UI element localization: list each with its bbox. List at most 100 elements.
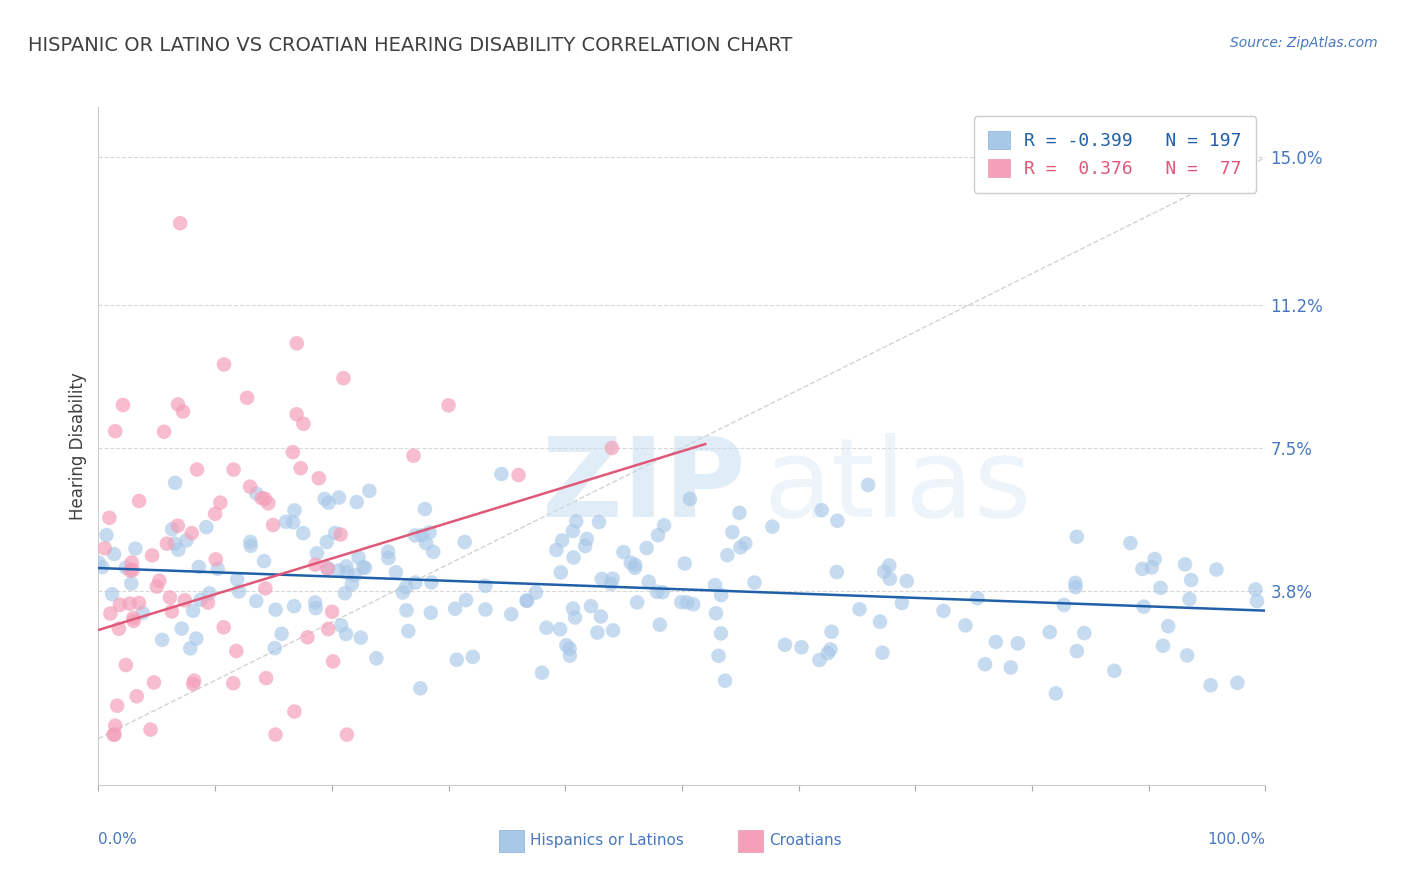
Point [198, 586, 221, 600]
Point [222, 676, 245, 690]
Point [932, 604, 955, 618]
Point [153, 425, 176, 439]
Point [104, 719, 127, 733]
Point [328, 564, 350, 578]
Point [402, 449, 425, 463]
Point [817, 646, 839, 660]
Point [591, 572, 613, 586]
Text: HISPANIC OR LATINO VS CROATIAN HEARING DISABILITY CORRELATION CHART: HISPANIC OR LATINO VS CROATIAN HEARING D… [28, 36, 793, 54]
Point [679, 491, 702, 506]
Point [624, 558, 647, 572]
Point [366, 651, 388, 665]
Point [228, 584, 250, 599]
Point [491, 467, 513, 481]
Point [173, 593, 195, 607]
Point [1064, 580, 1087, 594]
Point [422, 545, 444, 559]
Point [564, 610, 586, 624]
Point [347, 550, 370, 565]
Y-axis label: Hearing Disability: Hearing Disability [69, 372, 87, 520]
Point [536, 621, 558, 635]
Point [734, 536, 756, 550]
Point [1073, 626, 1095, 640]
Point [896, 574, 918, 588]
Point [283, 599, 305, 614]
Point [396, 624, 419, 638]
Point [352, 560, 374, 574]
Point [281, 516, 304, 530]
Point [207, 562, 229, 576]
Point [1180, 573, 1202, 587]
Point [315, 535, 337, 549]
Point [245, 486, 267, 500]
Point [1132, 562, 1154, 576]
Point [586, 625, 609, 640]
Point [856, 478, 879, 492]
Point [359, 483, 381, 498]
Point [446, 653, 468, 667]
Point [297, 630, 319, 644]
Point [551, 533, 574, 548]
Point [204, 552, 226, 566]
Point [167, 397, 190, 411]
Point [100, 607, 122, 621]
Point [516, 593, 538, 607]
Point [118, 597, 141, 611]
Point [121, 556, 143, 570]
Point [159, 591, 181, 605]
Point [1149, 581, 1171, 595]
Point [579, 599, 602, 614]
Point [810, 503, 832, 517]
Point [330, 618, 353, 632]
Point [209, 495, 232, 509]
Point [411, 528, 433, 542]
Point [1199, 678, 1222, 692]
Point [257, 496, 280, 510]
Point [879, 572, 901, 586]
Point [744, 575, 766, 590]
Legend: R = -0.399   N = 197, R =  0.376   N =  77: R = -0.399 N = 197, R = 0.376 N = 77 [974, 116, 1257, 193]
Point [186, 462, 208, 476]
Point [323, 526, 346, 541]
Point [264, 728, 287, 742]
Point [1157, 619, 1180, 633]
Point [195, 520, 218, 534]
Point [589, 609, 612, 624]
Point [236, 391, 259, 405]
Point [104, 424, 127, 438]
Point [474, 579, 496, 593]
Point [419, 606, 441, 620]
Point [346, 495, 368, 509]
Point [146, 580, 169, 594]
Point [600, 441, 623, 455]
Point [773, 638, 796, 652]
Point [103, 547, 125, 561]
Point [890, 596, 912, 610]
Point [651, 585, 673, 599]
Point [1143, 552, 1166, 566]
Point [212, 620, 235, 634]
Point [848, 602, 870, 616]
Point [124, 541, 146, 556]
Point [98, 510, 121, 524]
Point [395, 603, 418, 617]
Point [186, 632, 208, 646]
Point [501, 607, 523, 622]
Point [322, 654, 344, 668]
Point [647, 528, 669, 542]
Point [420, 575, 443, 590]
Point [454, 535, 477, 549]
Point [588, 515, 610, 529]
Point [636, 541, 658, 555]
Point [120, 564, 142, 578]
Point [404, 575, 426, 590]
Point [187, 560, 209, 574]
Point [626, 595, 648, 609]
Point [121, 563, 143, 577]
Point [645, 584, 668, 599]
Point [707, 648, 730, 663]
Point [172, 404, 194, 418]
Point [827, 514, 849, 528]
Point [165, 475, 187, 490]
Point [574, 539, 596, 553]
